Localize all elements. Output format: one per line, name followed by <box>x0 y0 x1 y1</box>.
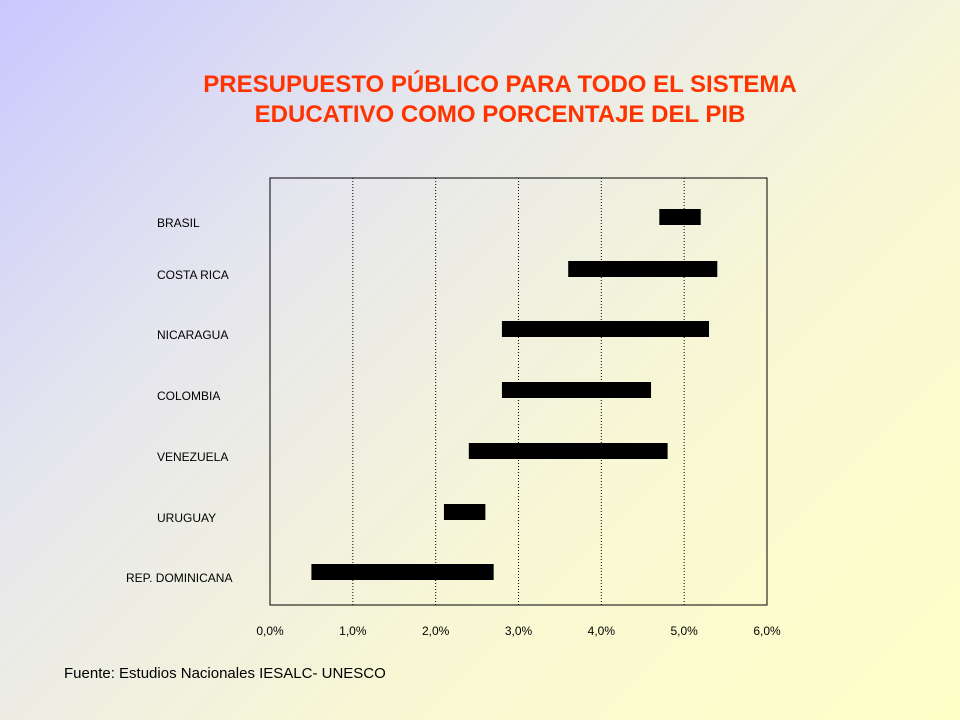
category-label: COLOMBIA <box>157 389 220 403</box>
bar <box>443 504 486 520</box>
bar <box>659 209 701 225</box>
chart-title: PRESUPUESTO PÚBLICO PARA TODO EL SISTEMA… <box>0 70 960 130</box>
chart-title-line-2: EDUCATIVO COMO PORCENTAJE DEL PIB <box>254 101 746 128</box>
bars <box>311 209 718 580</box>
bar <box>501 321 710 337</box>
x-tick-label: 6,0% <box>753 624 781 638</box>
category-label: NICARAGUA <box>157 328 228 342</box>
source-note: Fuente: Estudios Nacionales IESALC- UNES… <box>64 665 386 682</box>
bar <box>311 564 494 580</box>
category-label: VENEZUELA <box>157 450 228 464</box>
category-label: BRASIL <box>157 216 200 230</box>
x-tick-label: 0,0% <box>256 624 284 638</box>
bar <box>501 382 652 398</box>
category-label: COSTA RICA <box>157 268 229 282</box>
plot-frame <box>269 177 768 606</box>
bar <box>568 261 718 277</box>
bar <box>468 443 668 459</box>
x-tick-label: 1,0% <box>339 624 367 638</box>
category-label: REP. DOMINICANA <box>126 571 232 585</box>
x-tick-label: 4,0% <box>588 624 616 638</box>
category-label: URUGUAY <box>157 511 216 525</box>
x-tick-label: 5,0% <box>670 624 698 638</box>
chart-title-line-1: PRESUPUESTO PÚBLICO PARA TODO EL SISTEMA <box>203 71 797 98</box>
x-tick-label: 2,0% <box>422 624 450 638</box>
x-tick-labels: 0,0% 1,0% 2,0% 3,0% 4,0% 5,0% 6,0% <box>256 624 781 638</box>
x-tick-label: 3,0% <box>505 624 533 638</box>
category-labels: BRASIL COSTA RICA NICARAGUA COLOMBIA VENEZUE… <box>126 216 232 585</box>
